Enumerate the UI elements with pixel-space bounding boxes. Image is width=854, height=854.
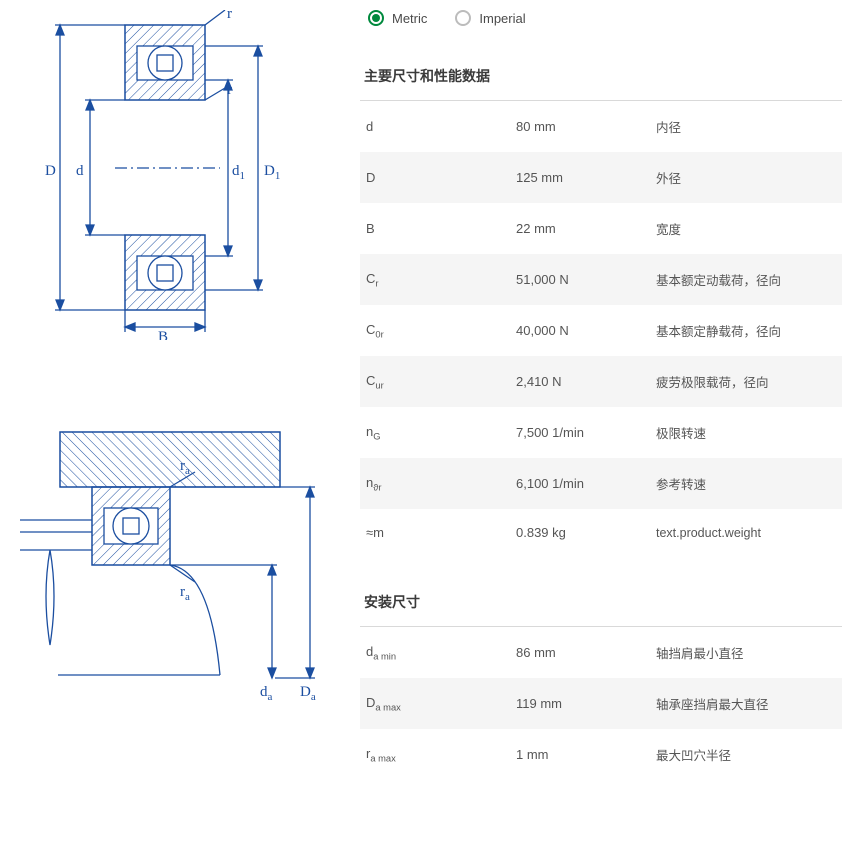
spec-value: 7,500 1/min bbox=[516, 425, 656, 440]
spec-row: nG7,500 1/min极限转速 bbox=[360, 407, 842, 458]
spec-column: Metric Imperial 主要尺寸和性能数据d80 mm内径D125 mm… bbox=[330, 0, 854, 854]
svg-text:D: D bbox=[45, 163, 56, 179]
spec-symbol: C0r bbox=[366, 322, 516, 340]
spec-row: B22 mm宽度 bbox=[360, 203, 842, 254]
spec-row: D125 mm外径 bbox=[360, 152, 842, 203]
spec-symbol: ≈m bbox=[366, 525, 516, 540]
spec-description: 最大凹穴半径 bbox=[656, 745, 838, 764]
spec-row: C0r40,000 N基本额定静载荷，径向 bbox=[360, 305, 842, 356]
spec-row: Cur2,410 N疲劳极限载荷，径向 bbox=[360, 356, 842, 407]
section-title: 主要尺寸和性能数据 bbox=[360, 60, 842, 101]
spec-row: nϑr6,100 1/min参考转速 bbox=[360, 458, 842, 509]
unit-imperial-label: Imperial bbox=[479, 11, 525, 26]
spec-description: 基本额定静载荷，径向 bbox=[656, 321, 838, 340]
spec-value: 125 mm bbox=[516, 170, 656, 185]
svg-text:r: r bbox=[227, 10, 232, 22]
spec-value: 0.839 kg bbox=[516, 525, 656, 540]
unit-metric-label: Metric bbox=[392, 11, 427, 26]
spec-symbol: da min bbox=[366, 644, 516, 662]
bearing-mounting-diagram: ra ra da Da bbox=[20, 420, 320, 720]
spec-value: 1 mm bbox=[516, 747, 656, 762]
svg-text:B: B bbox=[158, 329, 168, 340]
spec-description: 疲劳极限载荷，径向 bbox=[656, 372, 838, 391]
spec-description: 轴承座挡肩最大直径 bbox=[656, 694, 838, 713]
spec-symbol: nϑr bbox=[366, 475, 516, 493]
spec-symbol: D bbox=[366, 170, 516, 185]
spec-value: 86 mm bbox=[516, 645, 656, 660]
svg-text:ra: ra bbox=[180, 584, 190, 603]
bearing-cross-section-diagram: D d d1 D1 r r B bbox=[20, 10, 320, 340]
spec-value: 51,000 N bbox=[516, 272, 656, 287]
spec-value: 22 mm bbox=[516, 221, 656, 236]
diagram-column: D d d1 D1 r r B bbox=[0, 0, 330, 854]
radio-unselected-icon bbox=[455, 10, 471, 26]
spec-row: Cr51,000 N基本额定动载荷，径向 bbox=[360, 254, 842, 305]
spec-description: 基本额定动载荷，径向 bbox=[656, 270, 838, 289]
spec-value: 6,100 1/min bbox=[516, 476, 656, 491]
spec-value: 2,410 N bbox=[516, 374, 656, 389]
spec-description: 极限转速 bbox=[656, 423, 838, 442]
spec-row: da min86 mm轴挡肩最小直径 bbox=[360, 627, 842, 678]
spec-symbol: Cur bbox=[366, 373, 516, 391]
svg-text:d: d bbox=[76, 163, 84, 179]
spec-symbol: ra max bbox=[366, 746, 516, 764]
spec-description: 参考转速 bbox=[656, 474, 838, 493]
spec-section: 安装尺寸da min86 mm轴挡肩最小直径Da max119 mm轴承座挡肩最… bbox=[360, 586, 842, 780]
spec-symbol: nG bbox=[366, 424, 516, 442]
spec-value: 40,000 N bbox=[516, 323, 656, 338]
spec-row: d80 mm内径 bbox=[360, 101, 842, 152]
spec-symbol: Da max bbox=[366, 695, 516, 713]
spec-symbol: Cr bbox=[366, 271, 516, 289]
spec-description: text.product.weight bbox=[656, 526, 838, 540]
spec-value: 119 mm bbox=[516, 696, 656, 711]
spec-description: 轴挡肩最小直径 bbox=[656, 643, 838, 662]
spec-description: 宽度 bbox=[656, 219, 838, 238]
svg-text:da: da bbox=[260, 684, 273, 703]
spec-description: 内径 bbox=[656, 117, 838, 136]
unit-imperial-radio[interactable]: Imperial bbox=[455, 10, 525, 26]
radio-selected-icon bbox=[368, 10, 384, 26]
svg-text:d1: d1 bbox=[232, 163, 245, 182]
svg-text:D1: D1 bbox=[264, 163, 280, 182]
unit-selector: Metric Imperial bbox=[360, 10, 842, 26]
unit-metric-radio[interactable]: Metric bbox=[368, 10, 427, 26]
spec-value: 80 mm bbox=[516, 119, 656, 134]
spec-row: Da max119 mm轴承座挡肩最大直径 bbox=[360, 678, 842, 729]
section-title: 安装尺寸 bbox=[360, 586, 842, 627]
svg-text:Da: Da bbox=[300, 684, 316, 703]
spec-symbol: B bbox=[366, 221, 516, 236]
spec-section: 主要尺寸和性能数据d80 mm内径D125 mm外径B22 mm宽度Cr51,0… bbox=[360, 60, 842, 556]
spec-symbol: d bbox=[366, 119, 516, 134]
spec-row: ra max1 mm最大凹穴半径 bbox=[360, 729, 842, 780]
spec-description: 外径 bbox=[656, 168, 838, 187]
spec-row: ≈m0.839 kgtext.product.weight bbox=[360, 509, 842, 556]
svg-text:r: r bbox=[227, 82, 232, 98]
